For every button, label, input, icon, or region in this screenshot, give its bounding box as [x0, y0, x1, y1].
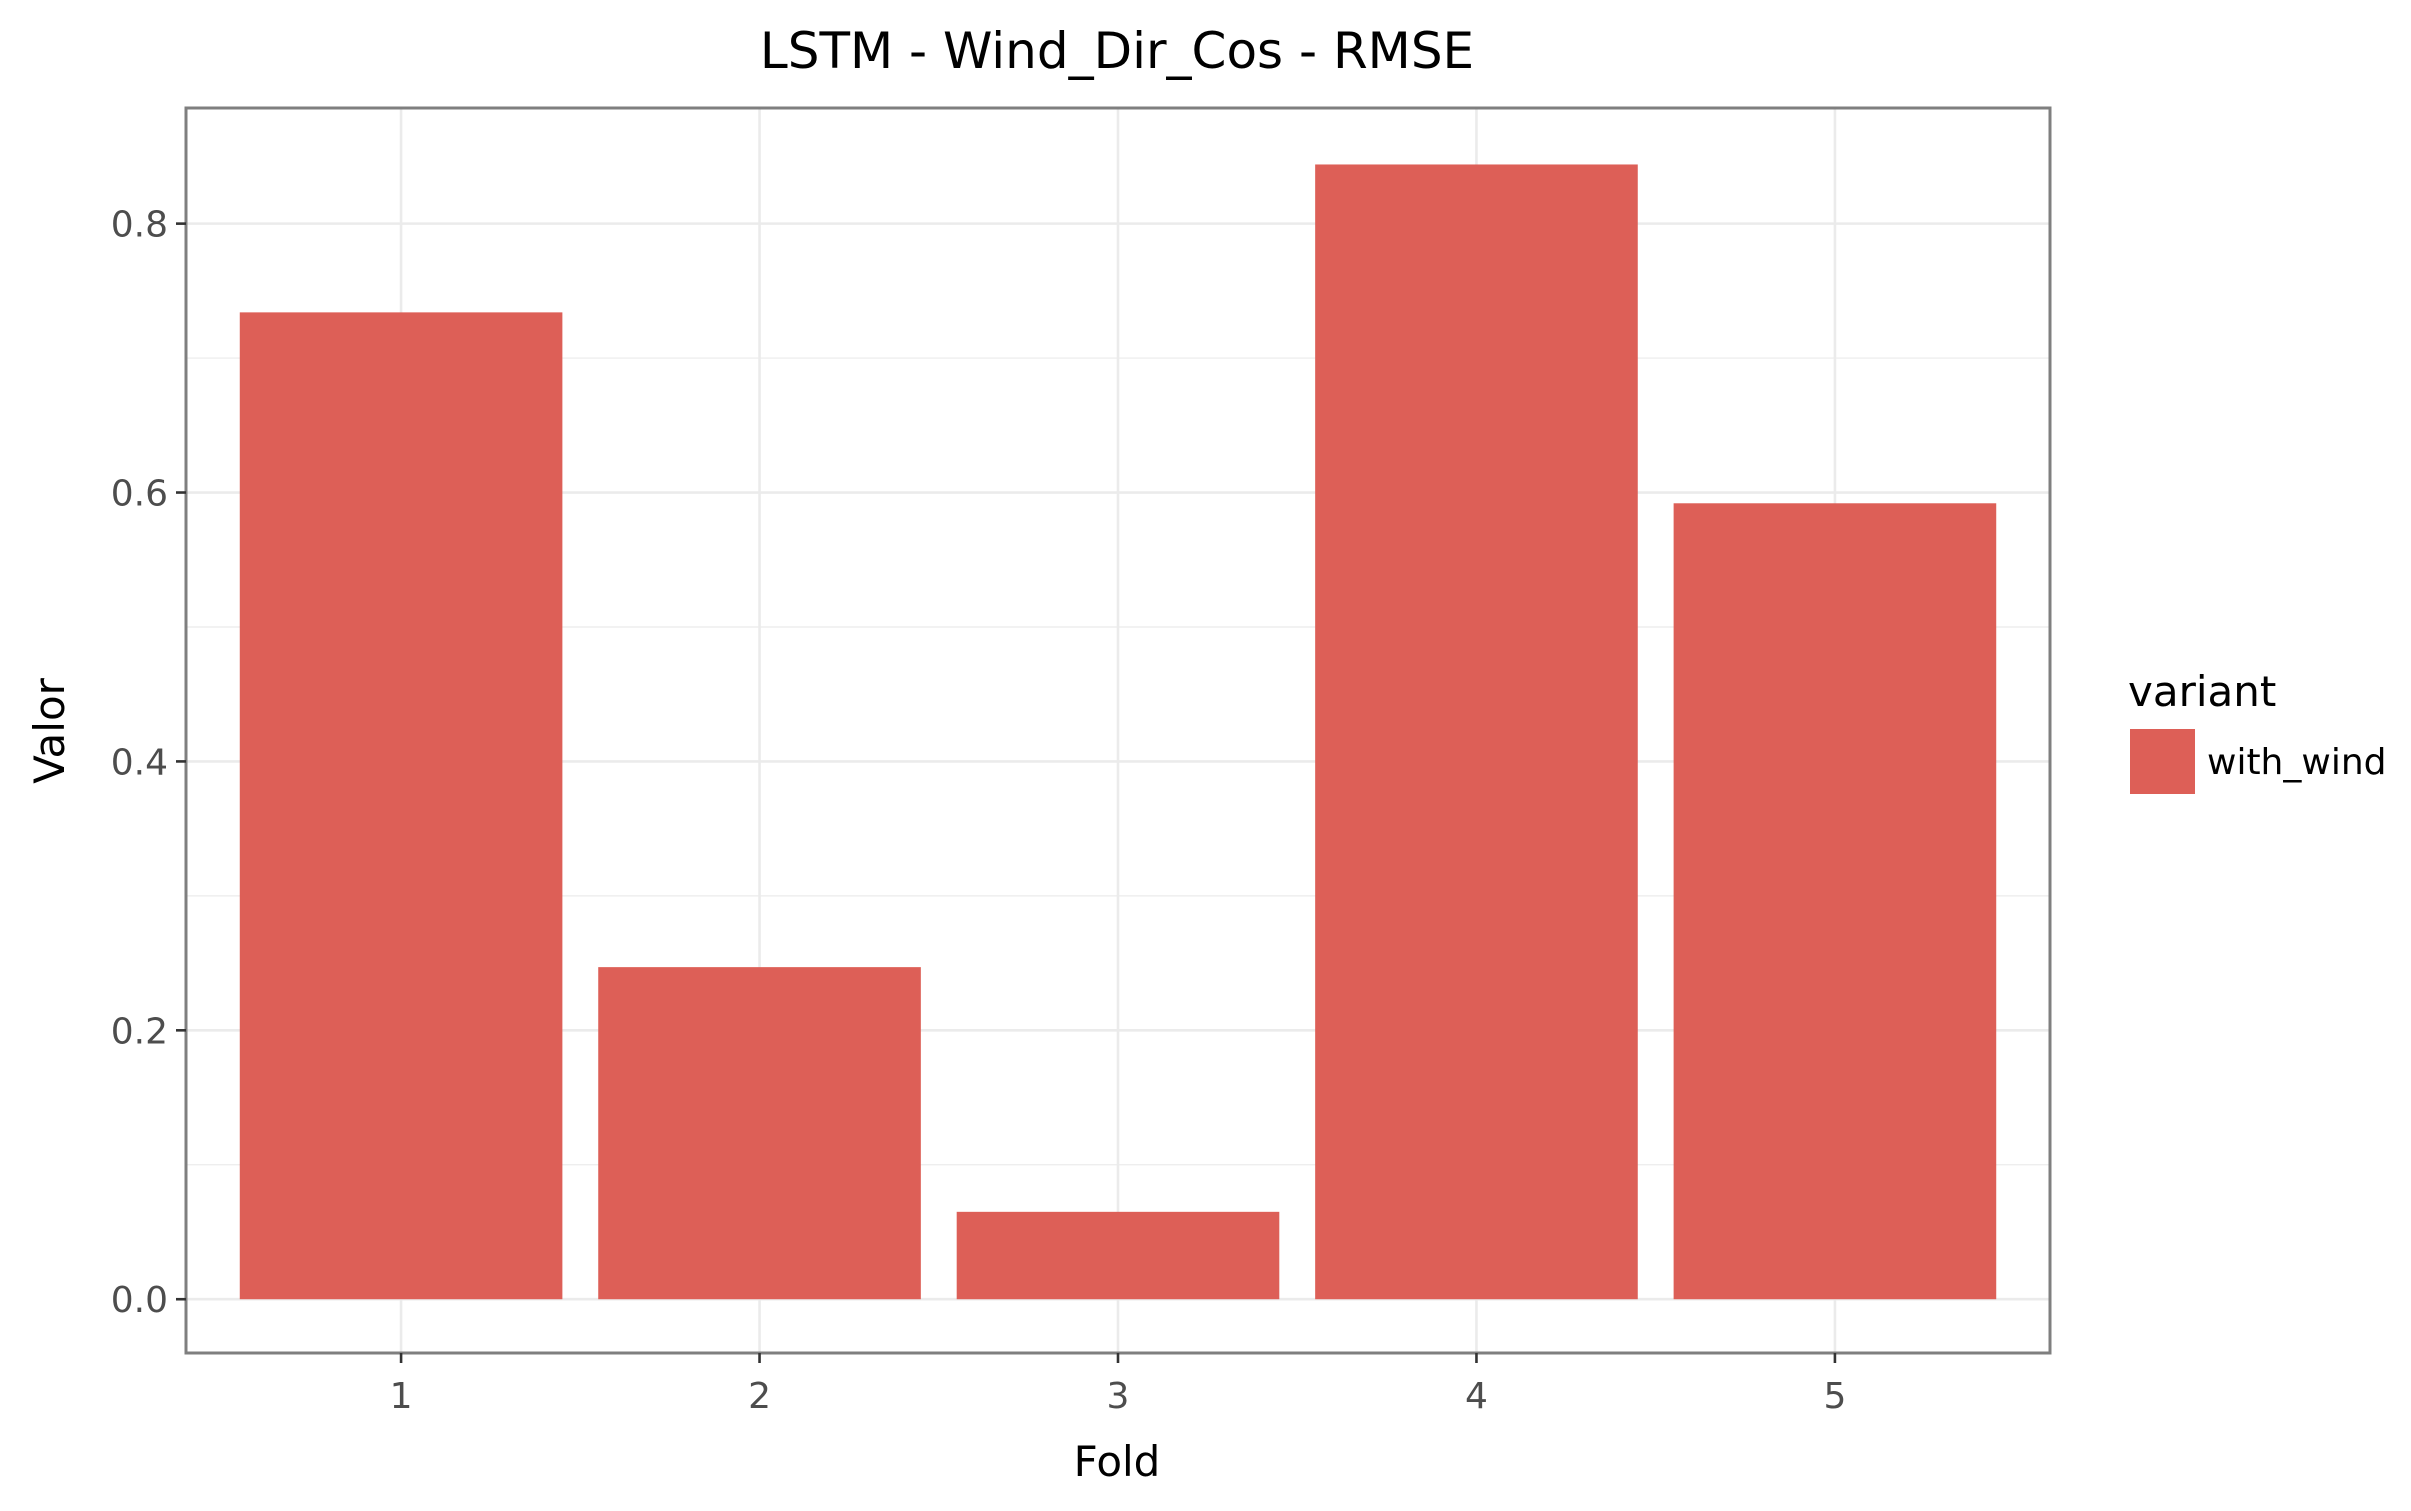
x-tick-label: 1	[390, 1376, 413, 1417]
chart-title: LSTM - Wind_Dir_Cos - RMSE	[760, 22, 1474, 80]
x-tick-label: 4	[1465, 1376, 1488, 1417]
legend-label-with-wind: with_wind	[2207, 742, 2387, 783]
x-tick-label: 5	[1823, 1376, 1846, 1417]
y-tick-label: 0.8	[111, 205, 168, 246]
y-tick-label: 0.6	[111, 474, 168, 515]
bar-fold-4	[1315, 164, 1638, 1300]
legend: variant with_wind	[2128, 667, 2387, 794]
legend-title: variant	[2128, 667, 2276, 716]
y-tick-label: 0.0	[111, 1280, 168, 1321]
y-tick-label: 0.4	[111, 742, 168, 783]
y-axis: 0.0 0.2 0.4 0.6 0.8	[111, 205, 186, 1321]
bars	[239, 164, 1997, 1300]
bar-fold-5	[1673, 503, 1997, 1300]
x-axis-title: Fold	[1074, 1437, 1161, 1486]
legend-key-with-wind	[2130, 729, 2195, 794]
bar-fold-3	[956, 1211, 1280, 1300]
bar-fold-1	[239, 312, 563, 1300]
x-axis: 1 2 3 4 5	[390, 1353, 1846, 1417]
y-tick-label: 0.2	[111, 1011, 168, 1052]
x-tick-label: 2	[748, 1376, 771, 1417]
bar-fold-2	[598, 967, 921, 1300]
y-axis-title: Valor	[25, 677, 74, 784]
x-tick-label: 3	[1107, 1376, 1130, 1417]
